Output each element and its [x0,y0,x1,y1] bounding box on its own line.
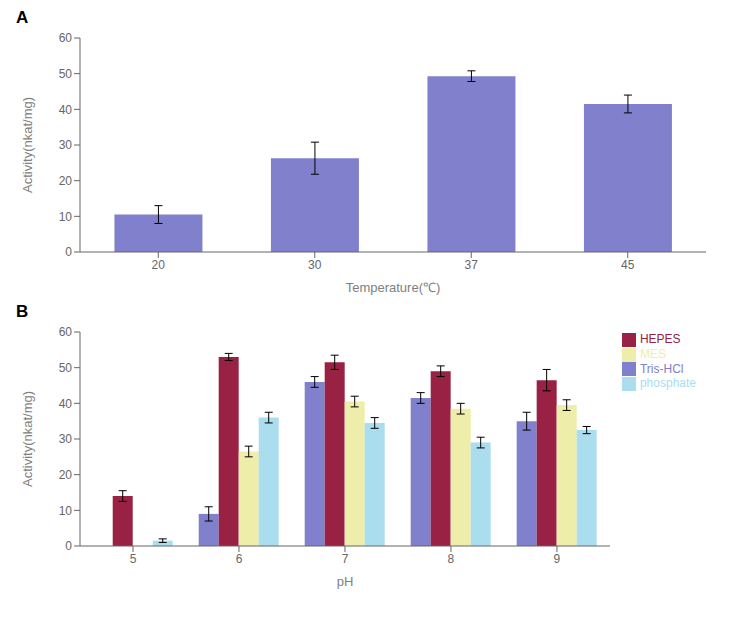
svg-text:50: 50 [59,361,73,375]
svg-text:60: 60 [59,325,73,339]
html-text:phosphate: phosphate [639,376,696,391]
html-text:A: A [16,8,29,27]
svg-text:50: 50 [59,67,73,81]
svg-text:Temperature(℃): Temperature(℃) [346,280,441,295]
svg-text:30: 30 [59,432,73,446]
svg-text:6: 6 [236,552,243,566]
svg-text:Activity(nkat/mg): Activity(nkat/mg) [20,97,35,193]
svg-text:7: 7 [342,552,349,566]
svg-text:37: 37 [465,258,479,272]
svg-text:30: 30 [308,258,322,272]
svg-text:20: 20 [59,468,73,482]
svg-text:5: 5 [130,552,137,566]
svg-text:40: 40 [59,397,73,411]
svg-text:pH: pH [337,574,354,589]
svg-text:8: 8 [448,552,455,566]
html-text:HEPES: HEPES [639,332,681,346]
html-text:MES: MES [639,346,666,361]
svg-text:30: 30 [59,138,73,152]
svg-text:0: 0 [65,245,72,259]
html-text:B: B [16,302,29,321]
svg-text:10: 10 [59,504,73,518]
svg-text:20: 20 [152,258,166,272]
svg-text:45: 45 [621,258,635,272]
svg-text:0: 0 [65,539,72,553]
svg-text:60: 60 [59,31,73,45]
svg-text:20: 20 [59,174,73,188]
svg-text:10: 10 [59,210,73,224]
svg-text:9: 9 [554,552,561,566]
svg-text:Activity(nkat/mg): Activity(nkat/mg) [20,391,35,487]
svg-text:40: 40 [59,103,73,117]
html-text:Tris-HCl: Tris-HCl [639,361,684,376]
